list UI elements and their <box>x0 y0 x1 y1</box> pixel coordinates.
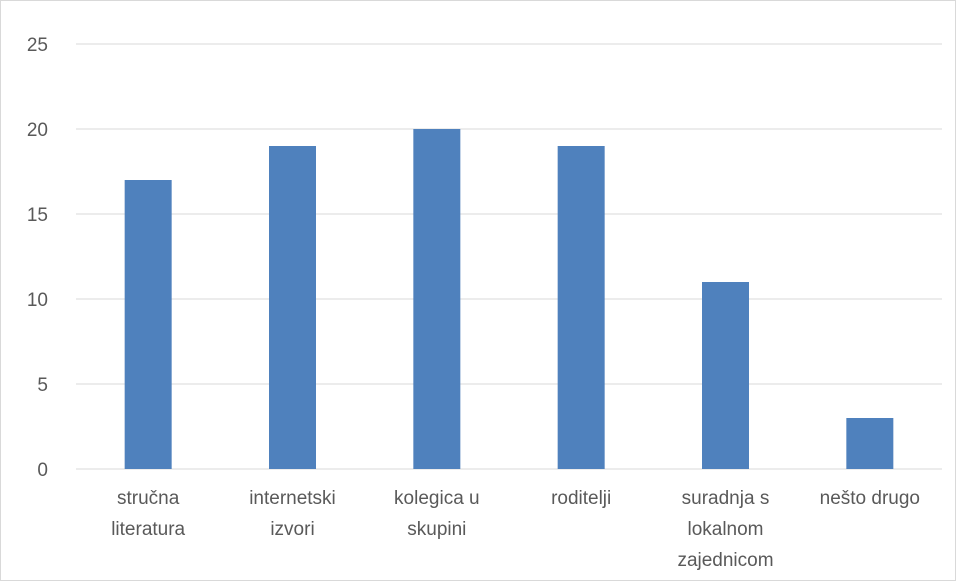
y-tick-label: 10 <box>27 290 48 311</box>
x-category-label-line: zajednicom <box>677 550 773 571</box>
x-category-label: kolegica u skupini <box>394 488 480 540</box>
bar <box>124 180 172 469</box>
y-tick-label: 5 <box>37 375 48 396</box>
x-category-label-line: izvori <box>270 519 314 540</box>
bar <box>269 146 316 469</box>
x-category-label-line: roditelji <box>551 488 611 509</box>
x-category-label: suradnja s lokalnom zajednicom <box>677 488 773 571</box>
x-category-label: nešto drugo <box>820 488 920 509</box>
x-category-label-line: kolegica u <box>394 488 480 509</box>
bar <box>702 282 749 469</box>
bars <box>124 129 894 469</box>
y-tick-label: 15 <box>27 205 48 226</box>
y-axis-ticks: 0 5 10 15 20 25 <box>27 35 48 481</box>
x-category-label-line: stručna <box>117 488 180 509</box>
y-tick-label: 0 <box>37 460 48 481</box>
gridlines <box>76 43 942 470</box>
bar <box>413 129 461 469</box>
y-tick-label: 25 <box>27 35 48 56</box>
x-category-label-line: internetski <box>249 488 336 509</box>
x-category-label-line: skupini <box>407 519 466 540</box>
x-axis-categories: stručna literatura internetski izvori kolegi… <box>111 488 920 571</box>
x-category-label-line: lokalnom <box>687 519 763 540</box>
x-category-label: roditelji <box>551 488 611 509</box>
x-category-label: stručna literatura <box>111 488 185 540</box>
y-tick-label: 20 <box>27 120 48 141</box>
bar <box>557 146 605 469</box>
bar <box>846 418 894 469</box>
x-category-label-line: nešto drugo <box>820 488 920 509</box>
x-category-label: internetski izvori <box>249 488 336 540</box>
x-category-label-line: literatura <box>111 519 185 540</box>
x-category-label-line: suradnja s <box>682 488 770 509</box>
